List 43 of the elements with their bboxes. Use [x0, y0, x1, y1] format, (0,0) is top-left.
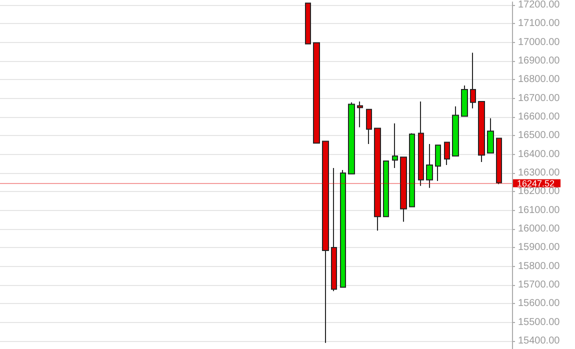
y-tick-label: 16900.00 [518, 55, 560, 66]
candlestick [331, 167, 337, 292]
candlestick [487, 118, 494, 154]
y-tick-label: 15800.00 [518, 260, 560, 272]
candlestick [366, 108, 372, 145]
y-tick-label: 17100.00 [518, 18, 560, 30]
y-tick-label: 15500.00 [518, 316, 560, 328]
y-tick-label: 17000.00 [518, 36, 560, 48]
y-tick-label: 16200.00 [518, 186, 560, 198]
candlestick [340, 170, 346, 288]
y-tick-label: 16800.00 [518, 74, 560, 86]
candlestick [444, 142, 450, 166]
y-tick-label: 16300.00 [518, 167, 560, 178]
candlestick [392, 122, 398, 168]
y-tick-label: 17200.00 [518, 0, 560, 10]
candlestick [357, 101, 363, 128]
candlestick [348, 102, 355, 174]
y-tick-label: 15600.00 [518, 298, 560, 310]
candlestick [426, 144, 433, 188]
candlestick [313, 42, 320, 144]
candlestick [374, 128, 381, 232]
candlestick [496, 138, 502, 185]
y-tick-label: 16000.00 [518, 223, 560, 234]
candlestick [409, 132, 415, 208]
candlestick [470, 52, 476, 109]
y-tick-label: 16400.00 [518, 148, 560, 160]
candlestick [452, 106, 459, 156]
candlestick [322, 140, 329, 344]
y-tick-label: 15900.00 [518, 242, 560, 254]
y-tick-label: 16700.00 [518, 92, 560, 104]
y-tick-label: 16600.00 [518, 111, 560, 122]
y-tick-label: 15400.00 [518, 335, 560, 346]
y-tick-label: 16500.00 [518, 130, 560, 142]
y-tick-label: 16100.00 [518, 204, 560, 216]
candlestick [478, 101, 485, 162]
ref-line-label: 16247.52 [517, 178, 555, 188]
candlestick [400, 156, 407, 222]
y-tick-label: 15700.00 [518, 279, 560, 290]
candlestick [418, 101, 424, 186]
candlestick [305, 2, 311, 44]
candlestick [435, 144, 441, 182]
candlestick [383, 160, 389, 218]
candlestick [461, 84, 468, 117]
